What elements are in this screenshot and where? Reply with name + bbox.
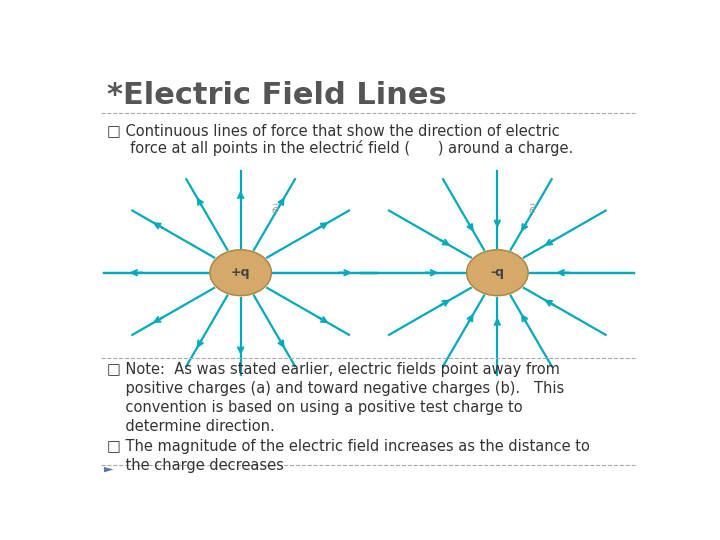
Text: □ Note:  As was stated earlier, electric fields point away from: □ Note: As was stated earlier, electric … (107, 362, 559, 377)
Text: $\vec{e}$: $\vec{e}$ (528, 202, 536, 216)
Circle shape (210, 250, 271, 295)
Text: the charge decreases: the charge decreases (107, 458, 284, 472)
Text: +q: +q (231, 266, 251, 279)
Text: determine direction.: determine direction. (107, 420, 274, 435)
Text: □ Continuous lines of force that show the direction of electric: □ Continuous lines of force that show th… (107, 123, 559, 138)
Text: *Electric Field Lines: *Electric Field Lines (107, 82, 446, 111)
Circle shape (467, 250, 528, 295)
Text: -q: -q (490, 266, 504, 279)
Polygon shape (104, 467, 114, 472)
Text: force at all points in the electrić field (      ) around a charge.: force at all points in the electrić fiel… (107, 140, 573, 156)
Text: positive charges (a) and toward negative charges (b).   This: positive charges (a) and toward negative… (107, 381, 564, 396)
Text: $\vec{e}$: $\vec{e}$ (271, 202, 280, 216)
Text: □ The magnitude of the electric field increases as the distance to: □ The magnitude of the electric field in… (107, 438, 590, 454)
Text: convention is based on using a positive test charge to: convention is based on using a positive … (107, 400, 523, 415)
